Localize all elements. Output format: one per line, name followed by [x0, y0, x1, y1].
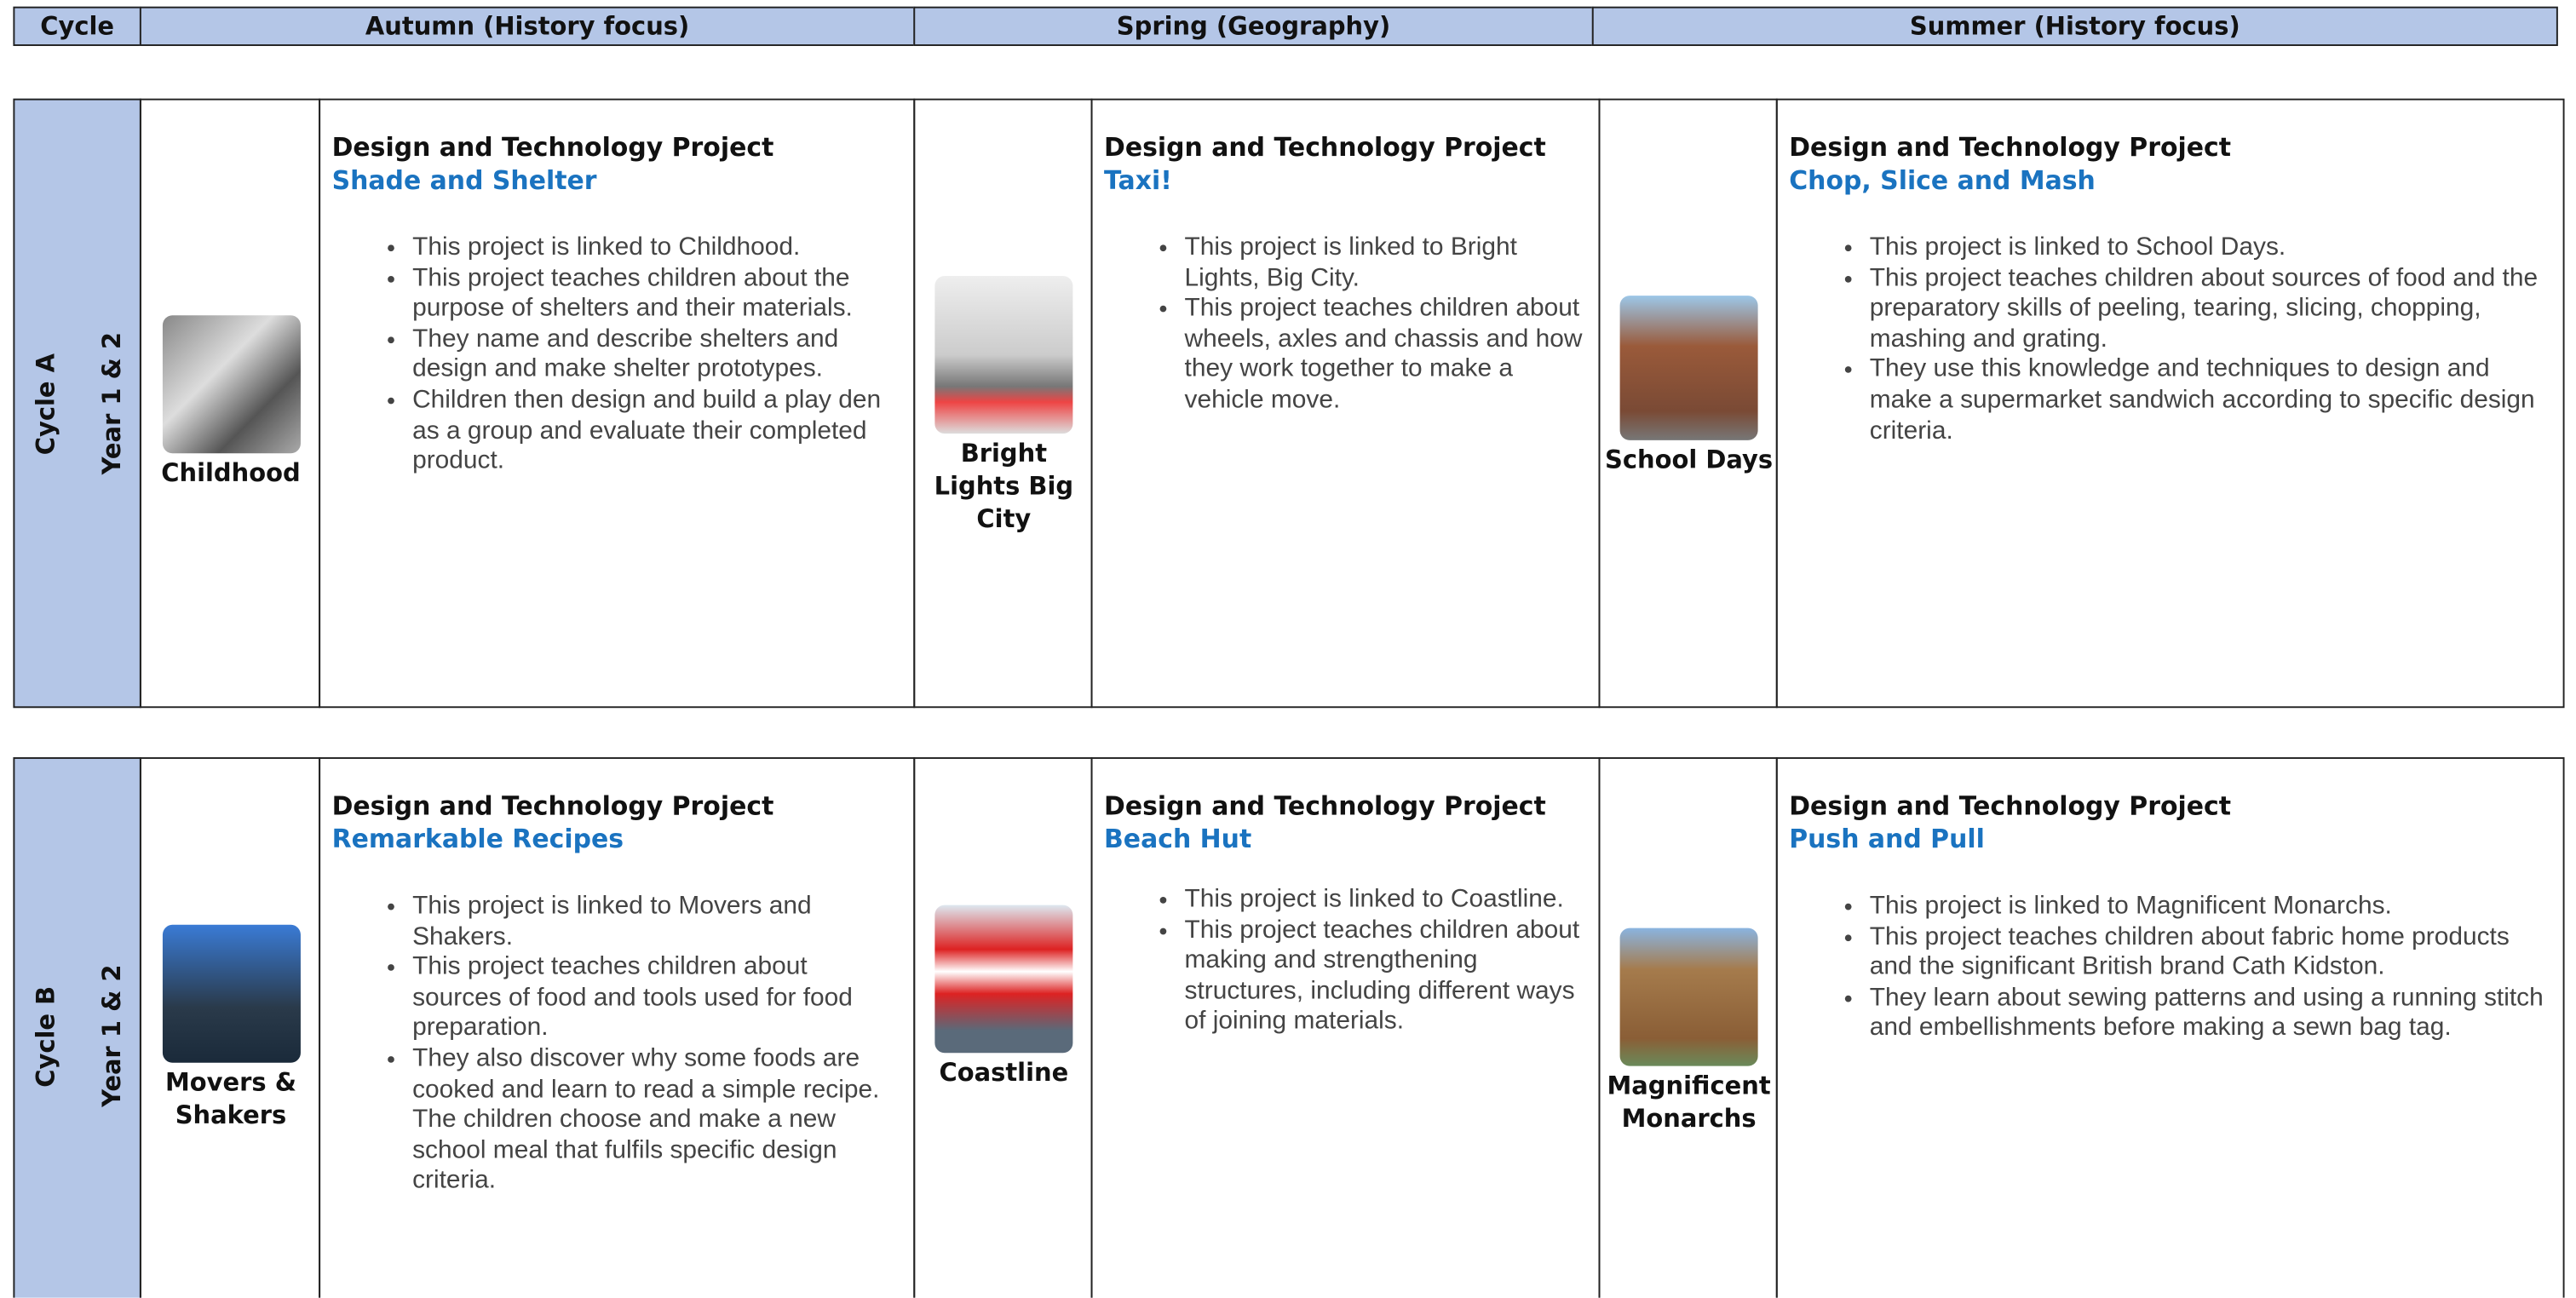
bullet: This project teaches children about sour… [412, 953, 902, 1045]
topic-label: Magnificent Monarchs [1607, 1071, 1771, 1134]
bullet: This project teaches children about whee… [1185, 295, 1588, 416]
topic-label: School Days [1605, 445, 1774, 475]
project-title: Beach Hut [1104, 824, 1252, 854]
bullet-list: This project is linked to Movers and Sha… [331, 892, 902, 1197]
bullet: They also discover why some foods are co… [412, 1045, 902, 1197]
heading-text: Design and Technology Project [1104, 791, 1546, 822]
project-title: Push and Pull [1789, 824, 1985, 854]
project-heading: Design and Technology Project Shade and S… [332, 131, 774, 197]
bullet: They name and describe shelters and desi… [412, 324, 902, 386]
side-cell [13, 757, 141, 1298]
bullet: This project teaches children about sour… [1870, 264, 2551, 356]
project-heading: Design and Technology Project Chop, Slice… [1789, 131, 2231, 197]
bullet: This project teaches children about the … [412, 264, 902, 325]
bullet: They learn about sewing patterns and usi… [1870, 984, 2551, 1045]
bullet: This project teaches children about fabr… [1870, 922, 2551, 984]
year-label: Year 1 & 2 [96, 331, 127, 475]
bullet: Children then design and build a play de… [412, 386, 902, 478]
heading-text: Design and Technology Project [1789, 791, 2232, 822]
cell-box [1775, 757, 2565, 1298]
topic-label: Bright Lights Big City [934, 438, 1074, 534]
bullet-list: This project is linked to Magnificent Mo… [1787, 892, 2551, 1044]
project-heading: Design and Technology Project Remarkable … [332, 790, 774, 856]
topic-label: Movers & Shakers [165, 1067, 296, 1130]
bullet-list: This project is linked to Childhood.This… [331, 233, 902, 478]
bullet: This project is linked to Bright Lights,… [1185, 233, 1588, 295]
bullet: This project is linked to Movers and Sha… [412, 892, 902, 953]
heading-text: Design and Technology Project [331, 791, 774, 822]
bullet: This project is linked to Coastline. [1185, 886, 1588, 916]
topic-image [934, 905, 1073, 1054]
heading-text: Design and Technology Project [1789, 133, 2232, 163]
topic-image [1619, 296, 1758, 440]
topic-image [161, 924, 300, 1063]
year-label: Year 1 & 2 [96, 965, 127, 1108]
project-title: Remarkable Recipes [331, 824, 624, 854]
bullet: This project is linked to Magnificent Mo… [1870, 892, 2551, 922]
project-heading: Design and Technology Project Taxi! [1104, 131, 1546, 197]
heading-text: Design and Technology Project [331, 133, 774, 163]
project-heading: Design and Technology Project Beach Hut [1104, 790, 1546, 856]
side-cell [13, 98, 141, 709]
header-cell: Summer (History focus) [1591, 6, 2558, 47]
heading-text: Design and Technology Project [1104, 133, 1546, 163]
project-title: Taxi! [1104, 165, 1172, 196]
bullet: This project teaches children about maki… [1185, 916, 1588, 1037]
project-title: Chop, Slice and Mash [1789, 165, 2096, 196]
cycle-label: Cycle B [31, 985, 61, 1088]
topic-image [1619, 928, 1758, 1066]
project-title: Shade and Shelter [331, 165, 597, 196]
header-cell: Cycle [13, 6, 141, 47]
bullet-list: This project is linked to School Days.Th… [1787, 233, 2551, 447]
bullet-list: This project is linked to Bright Lights,… [1102, 233, 1587, 416]
project-heading: Design and Technology Project Push and Pu… [1789, 790, 2231, 856]
topic-image [934, 276, 1073, 434]
bullet: They use this knowledge and techniques t… [1870, 355, 2551, 447]
topic-label: Childhood [161, 458, 301, 488]
bullet: This project is linked to Childhood. [412, 233, 902, 264]
topic-image [161, 315, 300, 454]
cycle-label: Cycle A [31, 352, 61, 455]
header-cell: Autumn (History focus) [139, 6, 916, 47]
topic-label: Coastline [939, 1058, 1069, 1088]
header-cell: Spring (Geography) [913, 6, 1594, 47]
bullet: This project is linked to School Days. [1870, 233, 2551, 264]
bullet-list: This project is linked to Coastline.This… [1102, 886, 1587, 1038]
cell-box [1775, 98, 2565, 709]
